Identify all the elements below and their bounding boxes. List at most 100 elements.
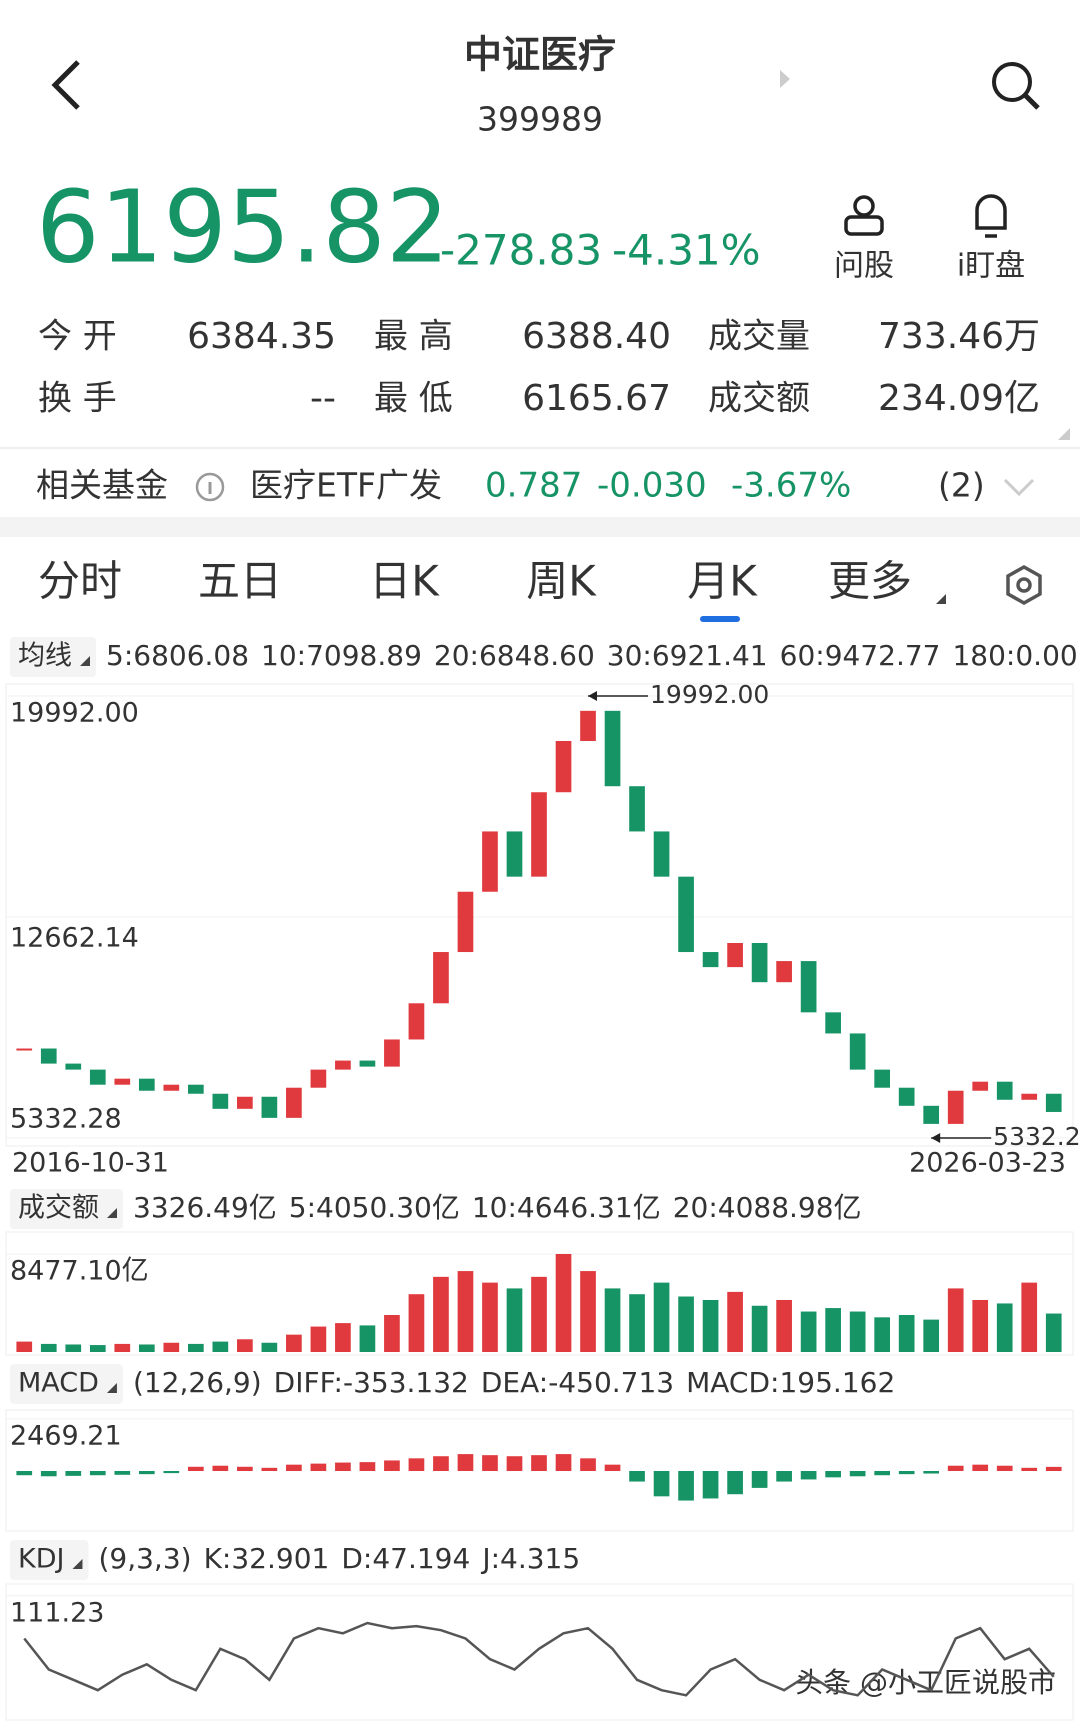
legend-label[interactable]: 成交额 [18, 1193, 99, 1224]
candle-body [1021, 1093, 1038, 1100]
info-icon[interactable] [195, 472, 225, 502]
line [23, 1621, 1055, 1697]
fund-name[interactable]: 医疗ETF广发 [250, 466, 442, 505]
candle-body [89, 1069, 106, 1085]
bar [187, 1466, 204, 1471]
bar [727, 1471, 743, 1495]
stat-label: 今 开 [38, 317, 117, 357]
change: -278.83 [440, 226, 602, 275]
next-arrow[interactable] [780, 70, 790, 88]
bar [506, 1288, 523, 1352]
tab[interactable]: 月K [687, 557, 758, 606]
bar [114, 1343, 131, 1352]
stat-value: 6388.40 [522, 316, 671, 357]
y-tick-label: 2469.21 [10, 1420, 122, 1451]
settings-icon[interactable] [1006, 564, 1042, 606]
candle-body [114, 1078, 131, 1085]
stat-value: 733.46万 [878, 316, 1040, 357]
watermark: 头条 @小工匠说股市 [795, 1666, 1056, 1699]
stat-value: -- [310, 378, 336, 419]
bar [629, 1471, 645, 1482]
bar [580, 1271, 596, 1352]
candle-body [947, 1090, 964, 1124]
y-tick-label: 5332.28 [10, 1104, 122, 1135]
tab[interactable]: 日K [369, 557, 440, 606]
fund-change: -0.030 [597, 466, 707, 506]
legend-item: (9,3,3) [98, 1542, 191, 1575]
back-button[interactable] [51, 60, 80, 110]
bar [604, 1288, 621, 1352]
tab[interactable]: 周K [526, 557, 597, 606]
bar [16, 1341, 33, 1352]
bar [212, 1465, 229, 1471]
x-tick-label: 2016-10-31 [12, 1148, 169, 1179]
bar [335, 1462, 351, 1471]
legend-label[interactable]: 均线 [18, 641, 72, 672]
bar [580, 1458, 596, 1471]
candle-body [972, 1081, 989, 1091]
tab[interactable]: 更多 [828, 557, 912, 606]
bar [972, 1299, 989, 1352]
bar [996, 1465, 1013, 1471]
candle-body [433, 952, 449, 1004]
fund-label: 相关基金 [36, 466, 168, 505]
corner-mark [1058, 428, 1070, 440]
legend-item: K:32.901 [204, 1542, 330, 1575]
tab[interactable]: 五日 [198, 557, 282, 606]
bar [40, 1343, 57, 1352]
bar [874, 1317, 891, 1352]
watch-icon[interactable] [975, 194, 1007, 238]
bar [359, 1325, 376, 1352]
bar [898, 1471, 915, 1475]
action-label[interactable]: i盯盘 [957, 249, 1025, 284]
stat-label: 换 手 [38, 379, 117, 419]
bar [898, 1315, 915, 1352]
legend-item: 60:9472.77 [780, 639, 941, 672]
bar [776, 1299, 792, 1352]
candle-body [16, 1048, 33, 1051]
price-panel [5, 683, 1074, 1147]
candle-body [923, 1105, 940, 1124]
legend-item: 3326.49亿 [133, 1191, 277, 1224]
bar [65, 1471, 82, 1476]
bar [433, 1456, 449, 1471]
legend-label[interactable]: MACD [18, 1368, 99, 1399]
stat-value: 6165.67 [522, 378, 671, 419]
candle-body [531, 792, 547, 877]
stat-label: 成交量 [708, 317, 810, 357]
ask-icon[interactable] [844, 195, 884, 236]
fund-count: (2) [938, 466, 985, 505]
legend-button[interactable] [10, 1364, 123, 1404]
bar [1045, 1313, 1062, 1352]
candle-body [800, 961, 817, 1013]
bar [1021, 1282, 1038, 1352]
candle-body [996, 1081, 1013, 1100]
candle-body [1045, 1093, 1062, 1112]
candle-body [384, 1039, 400, 1067]
legend-caret [107, 1208, 117, 1218]
action-label[interactable]: 问股 [834, 249, 894, 284]
candle-body [408, 1003, 425, 1040]
legend-button[interactable] [10, 1189, 123, 1229]
y-tick-label: 111.23 [10, 1597, 104, 1628]
candle-body [261, 1096, 278, 1118]
legend-button[interactable] [10, 637, 96, 677]
tab-underline [700, 616, 740, 622]
candle-body [776, 961, 792, 983]
y-tick-label: 12662.14 [10, 923, 139, 954]
bar [604, 1464, 621, 1471]
legend-button[interactable] [10, 1540, 89, 1580]
candle-body [187, 1084, 204, 1094]
bar [457, 1454, 474, 1471]
tab[interactable]: 分时 [38, 557, 122, 606]
fund-pct: -3.67% [731, 466, 851, 506]
legend-label[interactable]: KDJ [18, 1544, 64, 1575]
legend-item: 20:6848.60 [434, 639, 595, 672]
candle-body [849, 1033, 866, 1070]
bar [89, 1345, 106, 1352]
expand-chevron[interactable] [1003, 478, 1035, 497]
bar [555, 1254, 572, 1352]
bar [310, 1463, 327, 1471]
search-button[interactable] [992, 62, 1040, 110]
